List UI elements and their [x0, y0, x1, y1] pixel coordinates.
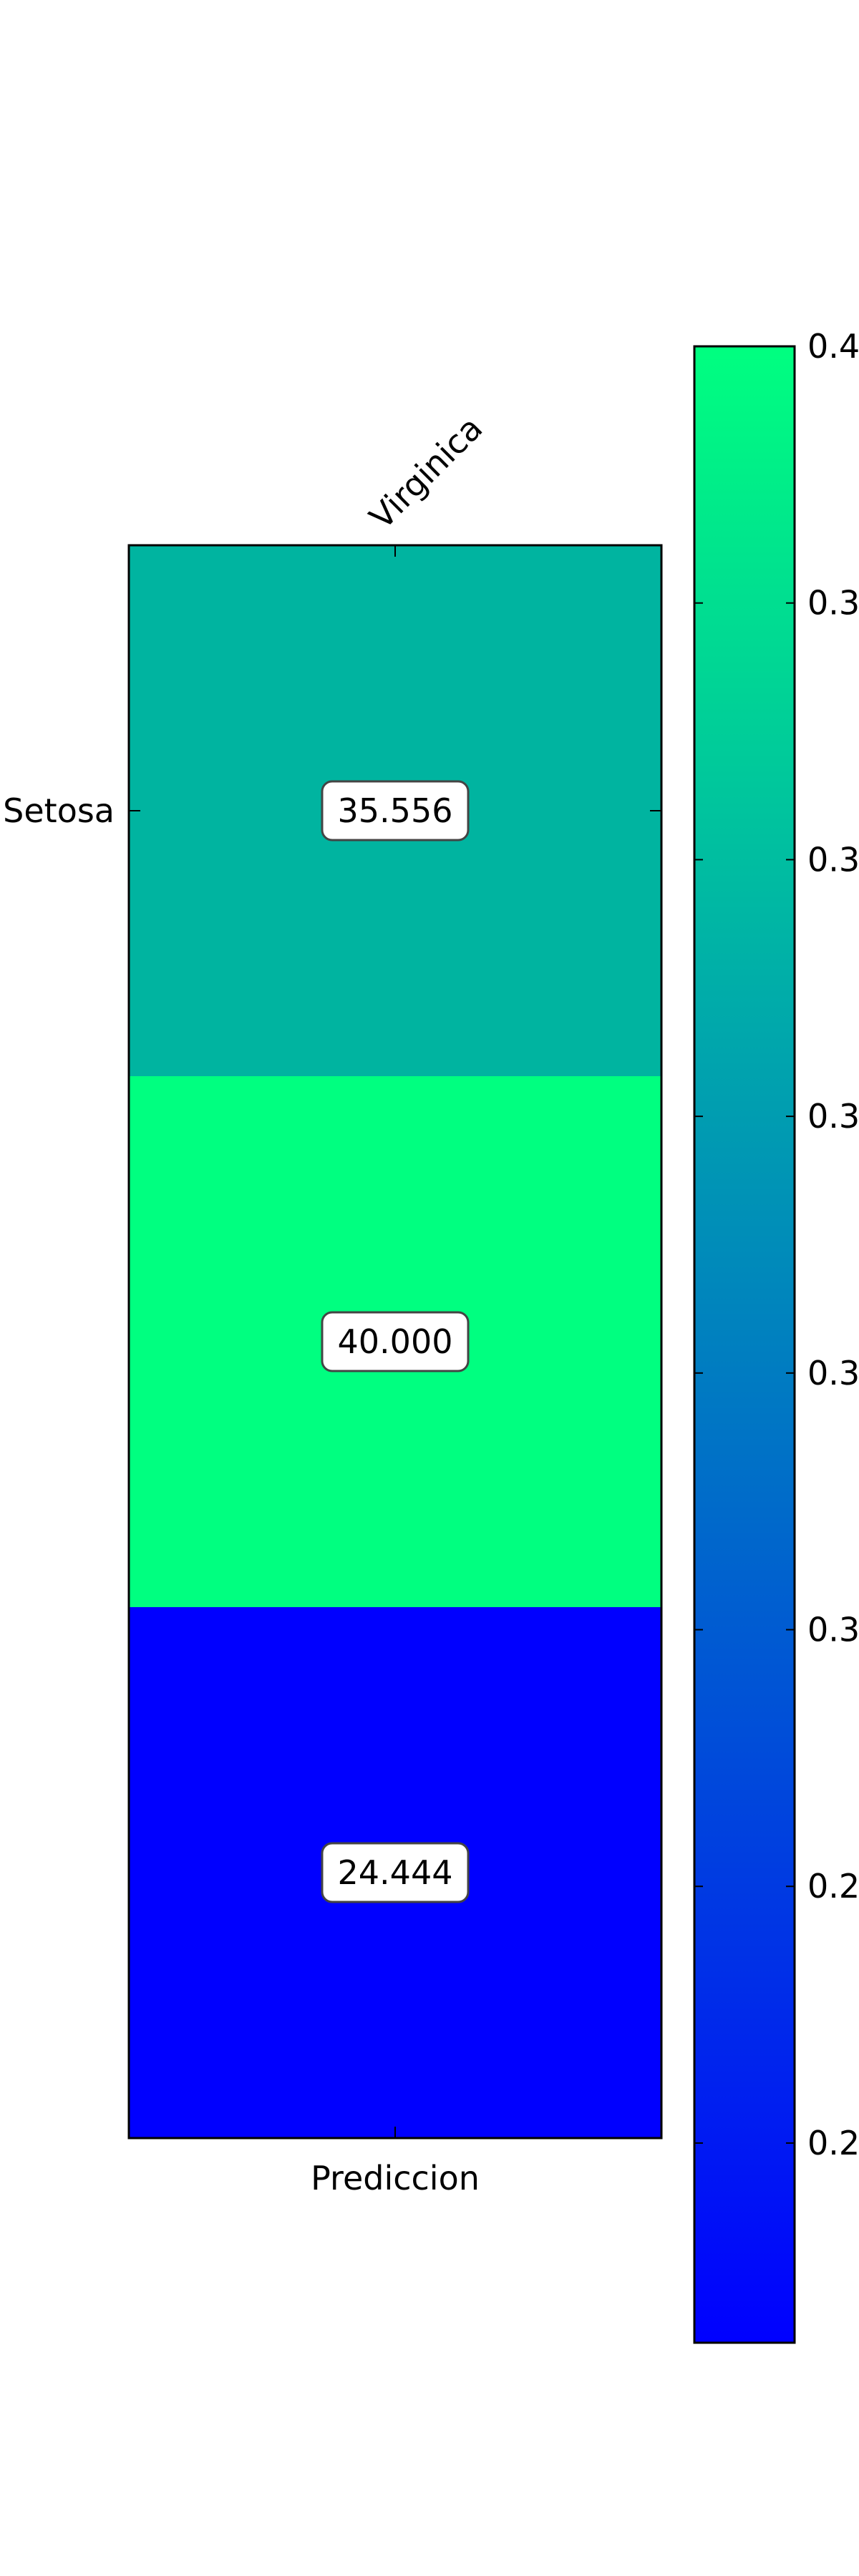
- cell-value-box: [321, 1842, 470, 1903]
- colorbar-tick-label: 0.2: [807, 2124, 859, 2162]
- heatmap-cells: 35.556 40.000 24.444: [129, 545, 661, 2138]
- cell-value-label: 35.556: [338, 791, 453, 830]
- heatmap-ticks: [129, 545, 661, 2138]
- y-tick-label: Setosa: [3, 791, 115, 830]
- cell-value-label: 40.000: [338, 1322, 453, 1361]
- cell-value-box: [321, 780, 470, 841]
- colorbar-tick-label: 0.3: [807, 1097, 859, 1136]
- colorbar: 0.4 0.3 0.3 0.3 0.3 0.3 0.2 0.2: [693, 327, 859, 2344]
- colorbar-border: [693, 345, 796, 2344]
- colorbar-tick-label: 0.2: [807, 1867, 859, 1906]
- colorbar-tick-label: 0.3: [807, 840, 859, 879]
- cell-value-label: 24.444: [338, 1853, 453, 1892]
- x-axis-label: Prediccion: [311, 2159, 480, 2197]
- colorbar-tick-label: 0.3: [807, 1611, 859, 1649]
- x-tick-label: Virginica: [362, 409, 490, 537]
- colorbar-gradient: [694, 346, 795, 2343]
- colorbar-tick-label: 0.3: [807, 584, 859, 623]
- colorbar-tick-label: 0.3: [807, 1354, 859, 1392]
- cell-value-box: [321, 1311, 470, 1372]
- colorbar-tick-label: 0.4: [807, 327, 859, 366]
